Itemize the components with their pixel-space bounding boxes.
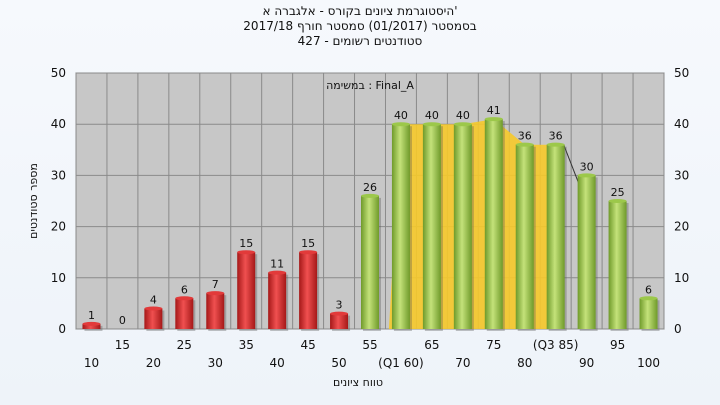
x-tick-label: 70 — [455, 356, 470, 370]
x-tick-label: 50 — [331, 356, 346, 370]
bar-cap — [361, 193, 379, 198]
x-tick-label: 80 — [517, 356, 532, 370]
x-tick-label: 100 — [637, 356, 660, 370]
bar-cap — [546, 142, 565, 147]
x-tick-label: (Q3 85) — [533, 338, 579, 352]
y-tick-label-right: 30 — [674, 168, 689, 182]
y-tick-label-right: 50 — [674, 66, 689, 80]
bar-cap — [577, 173, 596, 178]
bar-value-label: 36 — [549, 130, 563, 143]
bar-value-label: 15 — [301, 237, 315, 250]
bar — [577, 175, 596, 329]
bar — [484, 119, 503, 329]
bar-value-label: 36 — [518, 130, 532, 143]
bar-value-label: 7 — [212, 278, 219, 291]
x-tick-label: 35 — [239, 338, 254, 352]
bars — [82, 117, 660, 331]
bar-value-label: 15 — [239, 237, 253, 250]
bar-value-label: 40 — [394, 109, 408, 122]
x-tick-label: 10 — [84, 356, 99, 370]
bar-value-label: 41 — [487, 104, 501, 117]
y-tick-label-right: 20 — [674, 220, 689, 234]
bar-value-labels: 1 0 4 6 7 15 11 15 3 26 40 40 40 41 36 36 30 25 6 — [88, 104, 652, 327]
bar — [330, 313, 349, 329]
x-tick-label: (Q1 60) — [378, 356, 424, 370]
x-tick-label: 45 — [300, 338, 315, 352]
bar — [299, 252, 318, 329]
y-tick-label-right: 40 — [674, 117, 689, 131]
bar — [361, 195, 379, 329]
x-tick-label: 15 — [115, 338, 130, 352]
bar — [639, 298, 658, 329]
bar-cap — [330, 311, 349, 316]
bar-cap — [299, 250, 318, 255]
bar-cap — [206, 291, 225, 296]
bar-cap — [268, 270, 287, 275]
chart-subtitle-students: 427 - סטודנטים רשומים — [297, 34, 423, 48]
bar — [82, 323, 101, 329]
y-tick-label-left: 10 — [51, 271, 66, 285]
bar-value-label: 0 — [119, 314, 126, 327]
bar — [515, 144, 534, 329]
y-axis-title: מספר סטודנטים — [27, 163, 40, 239]
bar-cap — [515, 142, 534, 147]
bar-value-label: 1 — [88, 309, 95, 322]
bar — [608, 201, 627, 329]
bar — [453, 124, 472, 329]
bar-cap — [144, 306, 163, 311]
y-tick-label-left: 20 — [51, 220, 66, 234]
x-tick-label: 55 — [362, 338, 377, 352]
bar — [175, 298, 194, 329]
bar-value-label: 4 — [150, 294, 157, 307]
bar-cap — [422, 122, 441, 127]
x-tick-label: 20 — [146, 356, 161, 370]
bar — [268, 272, 287, 329]
bar — [422, 124, 441, 329]
bar-cap — [237, 250, 256, 255]
bar-cap — [82, 321, 101, 326]
x-tick-label: 75 — [486, 338, 501, 352]
bar-cap — [608, 199, 627, 203]
bar-cap — [391, 122, 410, 127]
x-tick-label: 95 — [610, 338, 625, 352]
bar-cap — [484, 117, 503, 122]
bar — [144, 308, 163, 329]
x-tick-label: 40 — [270, 356, 285, 370]
bar-cap — [453, 122, 472, 127]
bar — [546, 144, 565, 329]
bar-value-label: 3 — [336, 299, 343, 312]
bar-value-label: 6 — [645, 283, 652, 296]
x-tick-label: 65 — [424, 338, 439, 352]
y-tick-label-right: 10 — [674, 271, 689, 285]
bar-cap — [639, 296, 658, 301]
y-tick-label-left: 50 — [51, 66, 66, 80]
chart-subtitle-semester: בסמסטר (01/2017) סמסטר חורף 2017/18 — [243, 19, 477, 33]
bar-value-label: 11 — [270, 258, 284, 271]
chart-title: היסטוגרמת ציונים בקורס - אלגברה א' — [262, 4, 458, 18]
x-axis-title: טווח ציונים — [333, 376, 383, 389]
bar — [237, 252, 256, 329]
y-tick-label-left: 30 — [51, 168, 66, 182]
bar-value-label: 30 — [580, 160, 594, 173]
bar-value-label: 40 — [425, 109, 439, 122]
x-tick-label: 25 — [177, 338, 192, 352]
bar — [391, 124, 410, 329]
bar-cap — [175, 296, 194, 301]
task-annotation: במשימה : Final_A — [326, 79, 414, 92]
bar-value-label: 40 — [456, 109, 470, 122]
bar-value-label: 6 — [181, 283, 188, 296]
bar-value-label: 25 — [611, 186, 625, 199]
y-tick-label-left: 0 — [58, 322, 66, 336]
y-tick-label-right: 0 — [674, 322, 682, 336]
x-tick-label: 90 — [579, 356, 594, 370]
y-tick-label-left: 40 — [51, 117, 66, 131]
bar-value-label: 26 — [363, 181, 377, 194]
bar — [206, 293, 225, 329]
x-tick-label: 30 — [208, 356, 223, 370]
iqr-area — [388, 119, 564, 329]
